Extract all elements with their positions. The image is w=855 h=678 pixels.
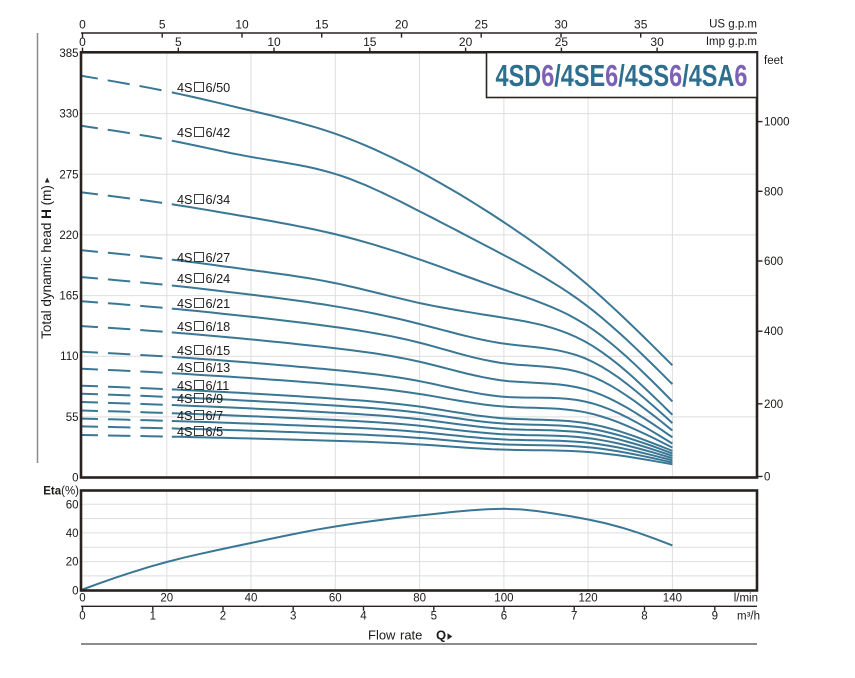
svg-text:330: 330 bbox=[59, 109, 78, 121]
svg-text:20: 20 bbox=[160, 593, 173, 605]
svg-text:10: 10 bbox=[235, 18, 249, 32]
svg-text:9: 9 bbox=[712, 611, 718, 623]
svg-text:Imp g.p.m: Imp g.p.m bbox=[706, 36, 757, 48]
svg-text:3: 3 bbox=[290, 611, 296, 623]
svg-text:100: 100 bbox=[494, 593, 513, 605]
svg-text:0: 0 bbox=[72, 585, 78, 597]
svg-text:m³/h: m³/h bbox=[737, 611, 760, 623]
svg-text:Flow: Flow bbox=[368, 628, 396, 643]
svg-text:80: 80 bbox=[413, 593, 426, 605]
svg-text:2: 2 bbox=[220, 611, 226, 623]
svg-text:25: 25 bbox=[475, 18, 489, 32]
svg-text:15: 15 bbox=[315, 18, 329, 32]
svg-text:60: 60 bbox=[329, 593, 342, 605]
svg-text:0: 0 bbox=[72, 473, 78, 485]
svg-text:40: 40 bbox=[66, 528, 79, 540]
svg-text:200: 200 bbox=[764, 399, 783, 411]
svg-text:20: 20 bbox=[459, 35, 473, 49]
svg-text:0: 0 bbox=[79, 593, 85, 605]
svg-text:40: 40 bbox=[245, 593, 258, 605]
svg-text:l/min: l/min bbox=[734, 593, 758, 605]
svg-text:20: 20 bbox=[66, 557, 79, 569]
svg-text:35: 35 bbox=[634, 18, 648, 32]
svg-text:55: 55 bbox=[66, 412, 79, 424]
svg-text:60: 60 bbox=[66, 499, 79, 511]
svg-text:400: 400 bbox=[764, 326, 783, 338]
svg-text:385: 385 bbox=[59, 48, 78, 60]
svg-text:5: 5 bbox=[175, 35, 182, 49]
svg-text:Q: Q bbox=[436, 628, 446, 643]
svg-text:6: 6 bbox=[501, 611, 507, 623]
svg-text:600: 600 bbox=[764, 256, 783, 268]
svg-text:20: 20 bbox=[395, 18, 409, 32]
svg-text:275: 275 bbox=[59, 169, 78, 181]
svg-text:220: 220 bbox=[59, 230, 78, 242]
svg-text:10: 10 bbox=[267, 35, 281, 49]
svg-text:Eta(%): Eta(%) bbox=[43, 486, 79, 498]
svg-text:140: 140 bbox=[663, 593, 682, 605]
svg-text:0: 0 bbox=[79, 611, 85, 623]
svg-text:25: 25 bbox=[555, 35, 569, 49]
svg-text:1: 1 bbox=[150, 611, 156, 623]
svg-text:165: 165 bbox=[59, 291, 78, 303]
svg-text:0: 0 bbox=[764, 472, 770, 484]
svg-text:800: 800 bbox=[764, 186, 783, 198]
svg-text:0: 0 bbox=[79, 18, 86, 32]
svg-text:4: 4 bbox=[360, 611, 367, 623]
svg-text:15: 15 bbox=[363, 35, 377, 49]
svg-text:110: 110 bbox=[60, 351, 78, 363]
svg-text:120: 120 bbox=[579, 593, 598, 605]
svg-text:US g.p.m: US g.p.m bbox=[709, 19, 757, 31]
svg-text:7: 7 bbox=[571, 611, 577, 623]
svg-text:rate: rate bbox=[400, 628, 422, 643]
svg-text:0: 0 bbox=[79, 35, 86, 49]
svg-text:feet: feet bbox=[764, 55, 784, 67]
svg-text:4SD6/4SE6/4SS6/4SA6: 4SD6/4SE6/4SS6/4SA6 bbox=[496, 58, 748, 93]
svg-text:8: 8 bbox=[641, 611, 647, 623]
svg-text:30: 30 bbox=[650, 35, 664, 49]
svg-text:5: 5 bbox=[159, 18, 166, 32]
svg-text:30: 30 bbox=[554, 18, 568, 32]
svg-text:Total dynamic head H (m): Total dynamic head H (m) bbox=[39, 185, 54, 339]
svg-text:5: 5 bbox=[431, 611, 437, 623]
svg-text:1000: 1000 bbox=[764, 117, 790, 129]
